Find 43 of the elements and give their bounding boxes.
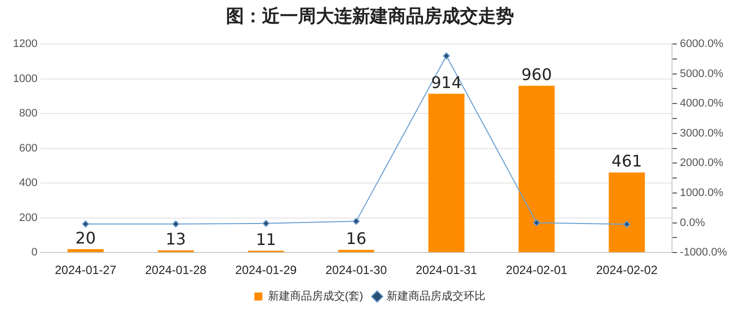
x-tick-label: 2024-02-02: [596, 263, 658, 278]
y2-tick-label: 0.0%: [680, 216, 706, 229]
x-tick-label: 2024-01-28: [145, 263, 207, 278]
point: [352, 218, 360, 225]
point: [442, 52, 450, 60]
bar: [518, 86, 555, 252]
y-tick-label: 0: [31, 246, 38, 259]
data-label: 20: [75, 228, 96, 248]
data-label: 914: [431, 72, 462, 92]
y-tick-label: 200: [19, 212, 38, 224]
y2-tick-label: 5000.0%: [680, 68, 724, 80]
bar: [68, 249, 104, 252]
data-label: 461: [612, 152, 642, 171]
x-tick-label: 2024-01-27: [54, 263, 117, 278]
legend-label: 新建商品房成交环比: [386, 290, 486, 303]
bar: [608, 172, 645, 252]
point: [82, 220, 90, 228]
x-tick-label: 2024-01-30: [325, 263, 388, 278]
bar: [428, 94, 464, 252]
y-tick-label: 800: [19, 108, 38, 120]
point: [262, 220, 270, 227]
y2-tick-label: 4000.0%: [680, 98, 724, 110]
y2-tick-label: 1000.0%: [680, 187, 724, 200]
data-label: 13: [166, 229, 186, 248]
y2-tick-label: 6000.0%: [680, 38, 724, 50]
y-tick-label: 400: [19, 177, 38, 190]
x-tick-label: 2024-01-29: [235, 263, 297, 278]
x-tick-label: 2024-01-31: [416, 263, 478, 278]
data-label: 11: [256, 230, 276, 249]
point: [533, 219, 540, 226]
y-tick-label: 600: [19, 142, 38, 154]
chart-title: 图：近一周大连新建商品房成交走势: [225, 5, 515, 29]
data-label: 16: [346, 228, 366, 248]
y2-tick-label: 3000.0%: [680, 127, 724, 140]
legend-label: 新建商品房成交(套): [268, 290, 364, 303]
data-label: 960: [521, 64, 552, 84]
y2-tick-label: 2000.0%: [680, 157, 724, 170]
point: [623, 220, 630, 228]
y2-tick-label: -1000.0%: [680, 246, 728, 259]
y-tick-label: 1000: [12, 72, 38, 85]
x-tick-label: 2024-02-01: [506, 263, 568, 278]
y-tick-label: 1200: [12, 38, 38, 50]
point: [172, 220, 180, 228]
